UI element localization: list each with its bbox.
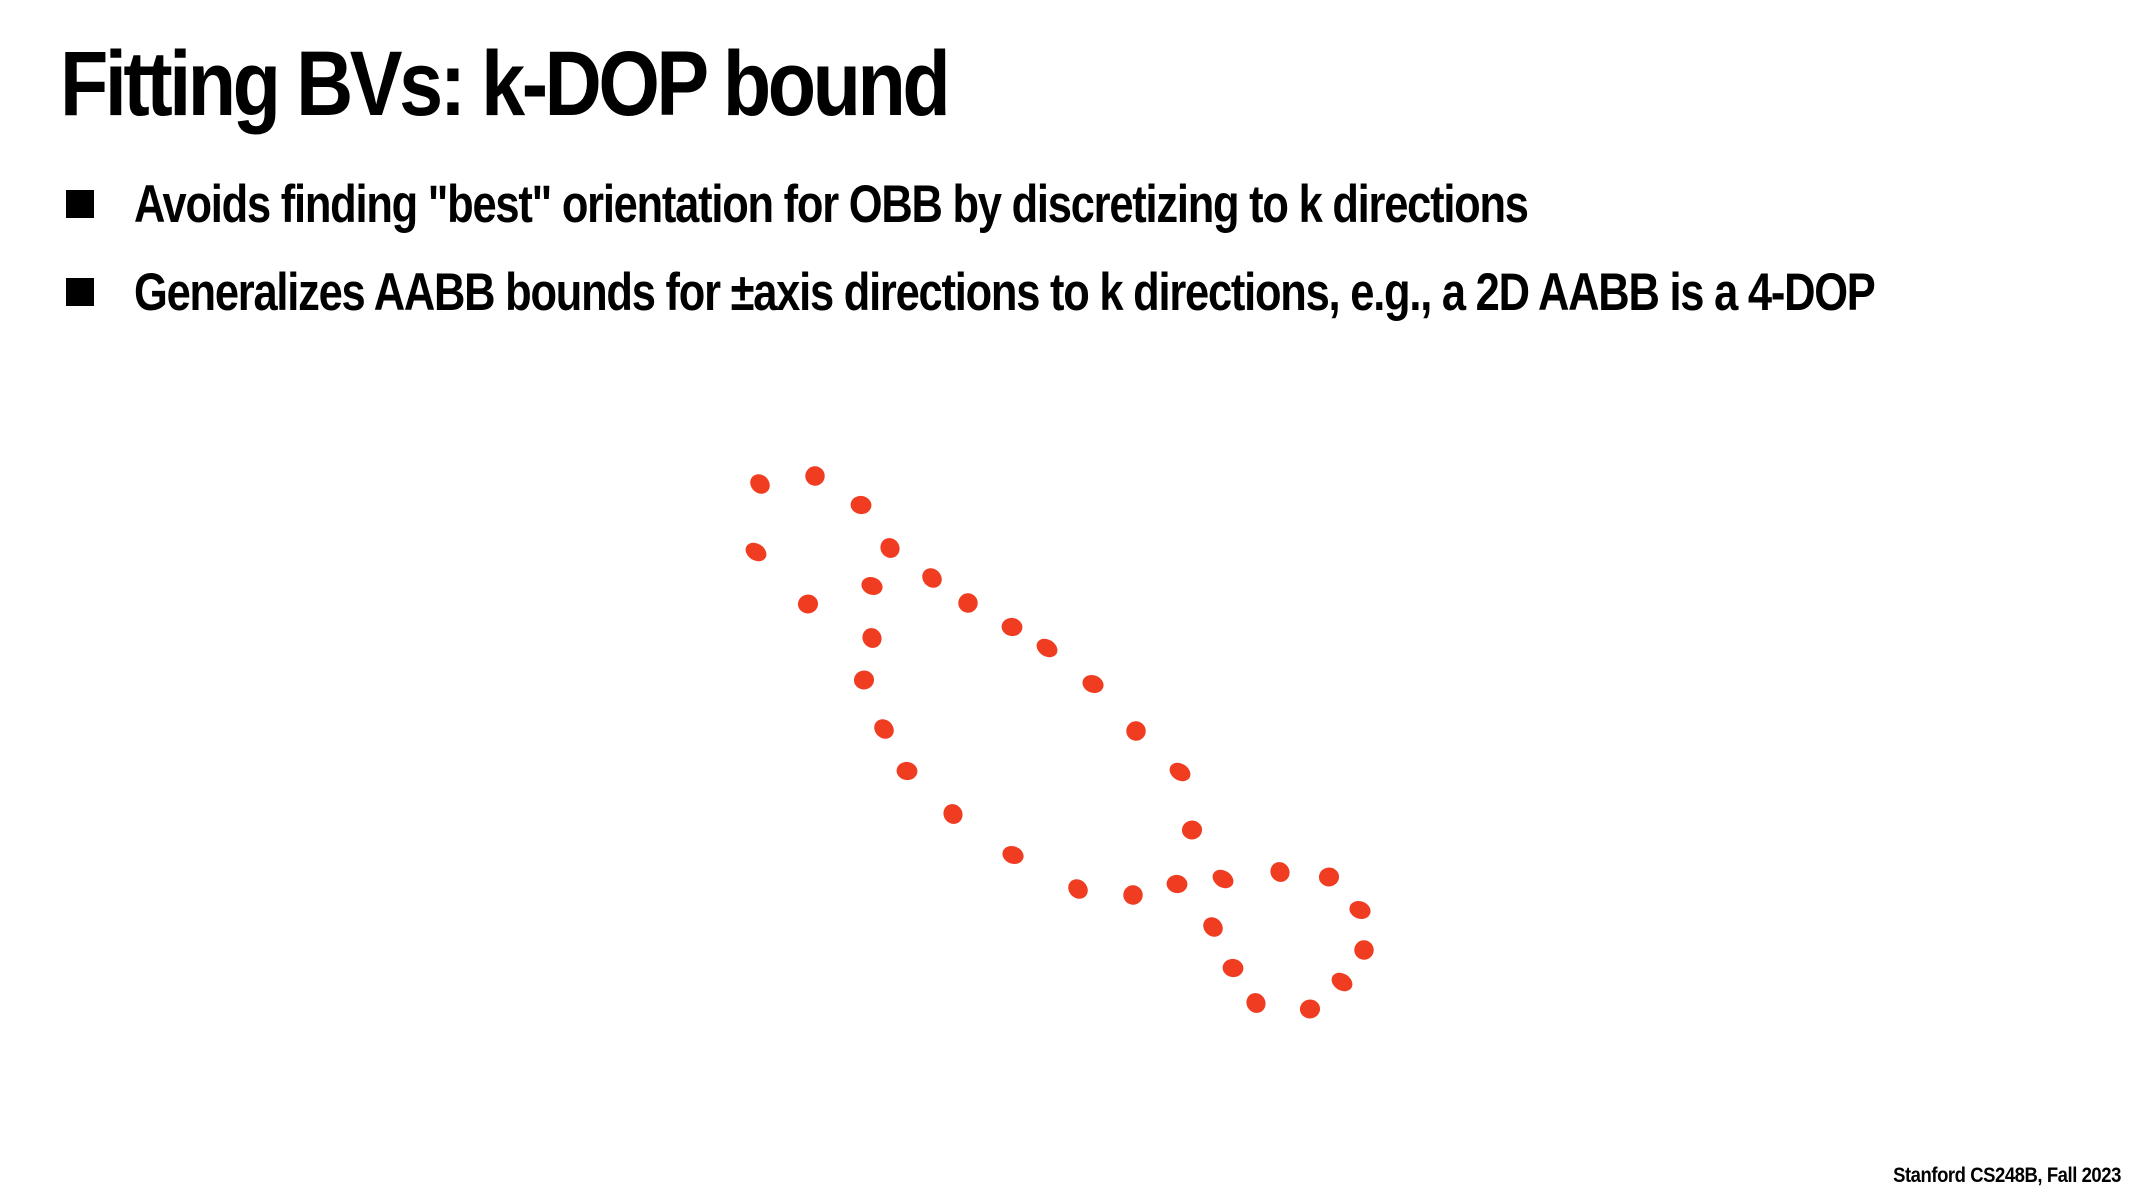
point-dot (896, 761, 918, 781)
point-dot (862, 628, 882, 648)
point-dot (1331, 972, 1353, 992)
point-dot (1246, 993, 1266, 1013)
point-dot (880, 538, 900, 558)
point-dot (874, 719, 894, 739)
bullet-item: Generalizes AABB bounds for ±axis direct… (66, 248, 2133, 336)
point-dot (1002, 846, 1024, 864)
point-dot (1001, 617, 1023, 637)
point-dot (1123, 885, 1143, 905)
point-dot (1354, 940, 1374, 960)
point-dot (1082, 675, 1104, 693)
point-dot (943, 804, 963, 824)
point-dot (1126, 721, 1146, 741)
point-dot (1212, 869, 1234, 889)
point-dot (1036, 638, 1058, 658)
point-dot (750, 474, 770, 494)
point-dot (745, 542, 767, 562)
square-bullet-icon (66, 190, 94, 218)
point-dot (797, 594, 819, 614)
point-dot (1349, 901, 1371, 919)
point-dot (1068, 879, 1088, 899)
point-dot (1181, 820, 1203, 840)
point-dot (1299, 999, 1321, 1019)
point-dot (1270, 862, 1290, 882)
bullet-text: Generalizes AABB bounds for ±axis direct… (134, 262, 1876, 322)
point-dot (805, 466, 825, 486)
point-dot (1203, 917, 1223, 937)
square-bullet-icon (66, 278, 94, 306)
bullet-list: Avoids finding "best" orientation for OB… (66, 160, 2133, 336)
point-dot (850, 495, 872, 515)
point-dot (861, 577, 883, 595)
bullet-item: Avoids finding "best" orientation for OB… (66, 160, 2133, 248)
point-dot (958, 593, 978, 613)
footer-credit: Stanford CS248B, Fall 2023 (1893, 1164, 2121, 1187)
slide-title: Fitting BVs: k-DOP bound (60, 33, 951, 135)
point-dot (1318, 867, 1340, 887)
bullet-text: Avoids finding "best" orientation for OB… (134, 174, 1529, 234)
point-dot (853, 670, 875, 690)
point-dot (1222, 958, 1244, 978)
point-dot (922, 568, 942, 588)
point-dot (1169, 762, 1191, 782)
point-dot (1166, 874, 1188, 894)
